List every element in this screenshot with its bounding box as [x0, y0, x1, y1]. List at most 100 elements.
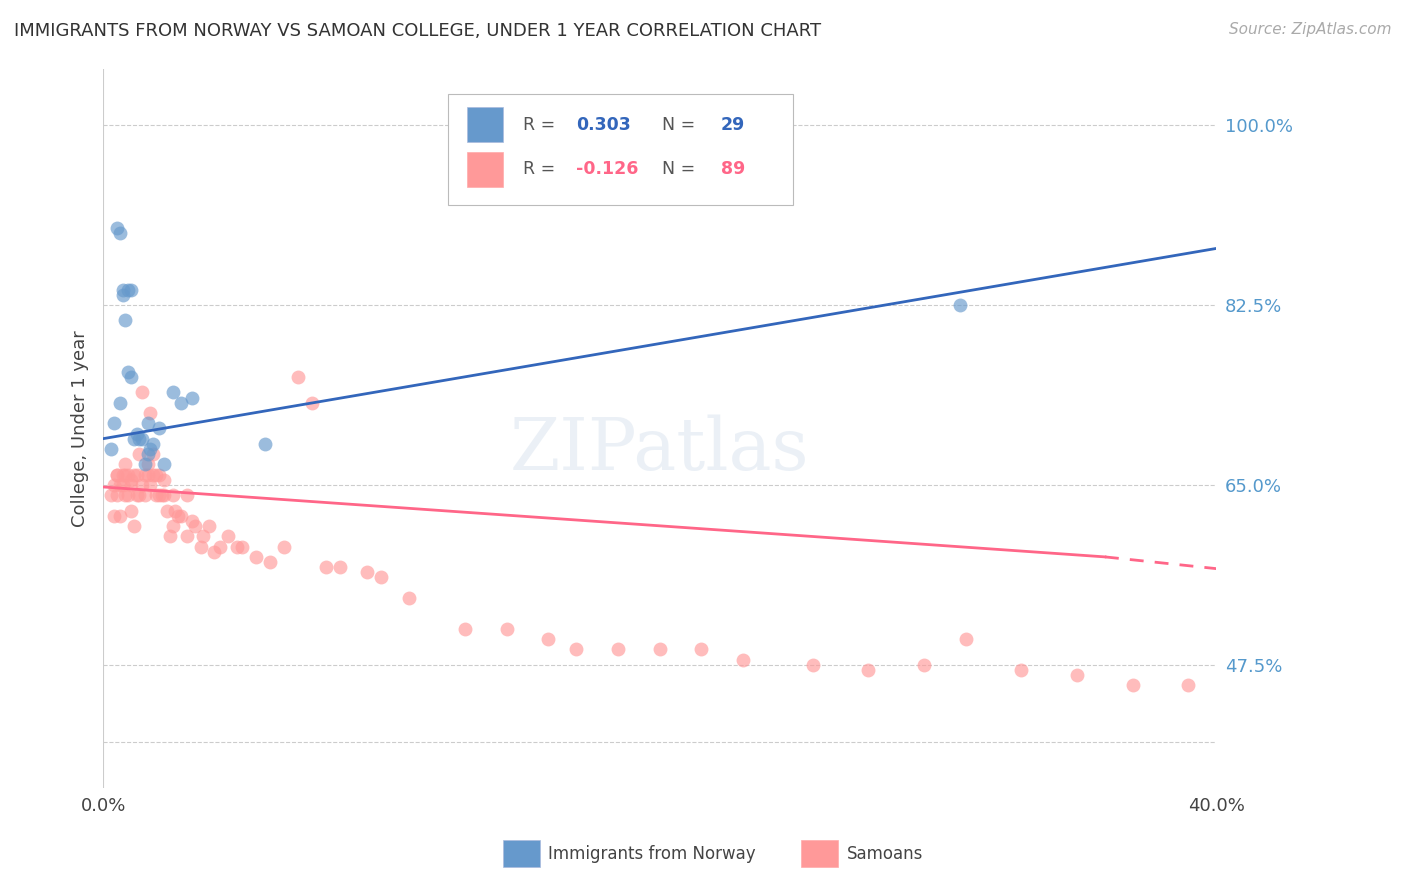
Point — [100, 488, 122, 502]
Point — [170, 395, 193, 409]
Point — [108, 395, 131, 409]
Point — [111, 287, 134, 301]
Point — [108, 478, 131, 492]
Point — [1010, 663, 1032, 677]
Point — [1261, 678, 1284, 692]
Text: Samoans: Samoans — [846, 845, 922, 863]
Text: 89: 89 — [721, 161, 745, 178]
Point — [120, 370, 142, 384]
Point — [114, 488, 136, 502]
Point — [105, 488, 128, 502]
Point — [1122, 678, 1144, 692]
Point — [114, 313, 136, 327]
Point — [162, 519, 184, 533]
Point — [217, 529, 239, 543]
Point — [273, 540, 295, 554]
Point — [125, 488, 148, 502]
Point — [356, 566, 378, 580]
Text: ZIPatlas: ZIPatlas — [510, 415, 810, 485]
Point — [108, 508, 131, 523]
Point — [1177, 678, 1199, 692]
Y-axis label: College, Under 1 year: College, Under 1 year — [72, 330, 89, 527]
Text: N =: N = — [651, 161, 700, 178]
Point — [190, 540, 212, 554]
Point — [398, 591, 420, 605]
Point — [156, 503, 179, 517]
Point — [122, 432, 145, 446]
Point — [208, 540, 231, 554]
Point — [165, 503, 187, 517]
Point — [111, 478, 134, 492]
Point — [145, 467, 167, 482]
Point — [225, 540, 247, 554]
Point — [103, 416, 125, 430]
Point — [148, 421, 170, 435]
Point — [134, 488, 156, 502]
Point — [176, 529, 198, 543]
Point — [162, 385, 184, 400]
Point — [120, 478, 142, 492]
Point — [139, 406, 162, 420]
Text: 29: 29 — [721, 116, 745, 134]
Point — [103, 508, 125, 523]
Point — [120, 283, 142, 297]
Point — [565, 642, 588, 657]
Point — [117, 467, 139, 482]
Point — [801, 657, 824, 672]
Point — [111, 467, 134, 482]
Point — [103, 478, 125, 492]
Point — [537, 632, 560, 647]
Point — [128, 447, 150, 461]
Point — [245, 549, 267, 564]
Text: IMMIGRANTS FROM NORWAY VS SAMOAN COLLEGE, UNDER 1 YEAR CORRELATION CHART: IMMIGRANTS FROM NORWAY VS SAMOAN COLLEGE… — [14, 22, 821, 40]
Point — [105, 467, 128, 482]
FancyBboxPatch shape — [449, 94, 793, 205]
Point — [955, 632, 977, 647]
Point — [176, 488, 198, 502]
Point — [150, 488, 173, 502]
Point — [184, 519, 207, 533]
Point — [136, 467, 159, 482]
Point — [108, 226, 131, 240]
Point — [159, 529, 181, 543]
Point — [105, 467, 128, 482]
Point — [153, 488, 176, 502]
Text: -0.126: -0.126 — [576, 161, 638, 178]
Point — [139, 478, 162, 492]
Point — [301, 395, 323, 409]
Point — [148, 467, 170, 482]
Point — [131, 432, 153, 446]
Point — [114, 467, 136, 482]
Point — [287, 370, 309, 384]
Point — [122, 467, 145, 482]
Point — [128, 488, 150, 502]
Text: 0.303: 0.303 — [576, 116, 631, 134]
Point — [259, 555, 281, 569]
Point — [607, 642, 630, 657]
Point — [134, 467, 156, 482]
Point — [142, 467, 165, 482]
Text: Immigrants from Norway: Immigrants from Norway — [548, 845, 756, 863]
Point — [858, 663, 880, 677]
Point — [204, 545, 226, 559]
Point — [912, 657, 935, 672]
Point — [125, 467, 148, 482]
Point — [136, 416, 159, 430]
Point — [117, 488, 139, 502]
Point — [122, 519, 145, 533]
Point — [370, 570, 392, 584]
Point — [495, 622, 517, 636]
Point — [145, 488, 167, 502]
Point — [100, 442, 122, 456]
Point — [148, 488, 170, 502]
Point — [120, 473, 142, 487]
Point — [136, 447, 159, 461]
Point — [105, 220, 128, 235]
Point — [117, 365, 139, 379]
Point — [1066, 668, 1088, 682]
Point — [648, 642, 671, 657]
Point — [139, 442, 162, 456]
Point — [329, 560, 352, 574]
FancyBboxPatch shape — [467, 107, 503, 142]
Point — [125, 426, 148, 441]
